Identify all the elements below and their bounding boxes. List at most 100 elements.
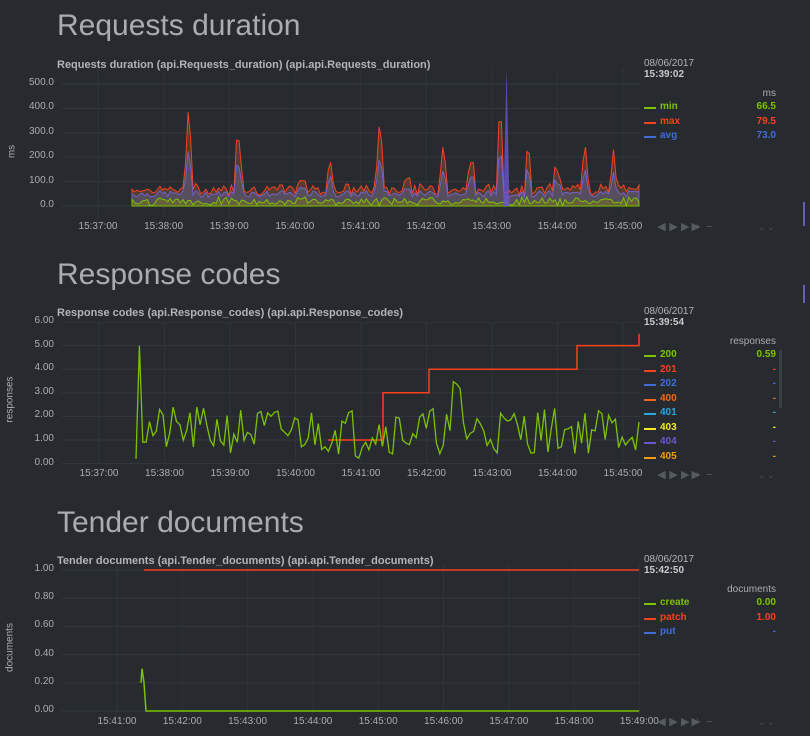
play-icon[interactable]: ▶ bbox=[669, 221, 680, 233]
legend-item-label: min bbox=[660, 101, 678, 112]
play-icon[interactable]: ▶ bbox=[669, 716, 680, 728]
step-forward-icon[interactable]: ▶▶ bbox=[681, 716, 702, 728]
x-tick-label: 15:42:00 bbox=[407, 468, 446, 479]
legend-swatch bbox=[644, 384, 656, 386]
x-tick-label: 15:44:00 bbox=[538, 468, 577, 479]
legend-swatch bbox=[644, 121, 656, 124]
y-tick-label: 0.40 bbox=[34, 647, 54, 659]
series-201-line bbox=[328, 333, 640, 441]
legend-item-min[interactable]: min 66.5 bbox=[644, 101, 776, 114]
legend-swatch bbox=[644, 442, 656, 444]
legend-item-max[interactable]: max 79.5 bbox=[644, 116, 776, 129]
series-create-line bbox=[140, 668, 639, 712]
y-tick-label: 300.0 bbox=[28, 125, 54, 137]
legend-item-label: patch bbox=[660, 611, 687, 623]
legend-item-patch[interactable]: patch 1.00 bbox=[644, 612, 776, 625]
legend-item-201[interactable]: 201 - bbox=[644, 364, 776, 377]
section-title-requests: Requests duration bbox=[57, 9, 301, 42]
resize-handle-icon[interactable]: ⌄⌄ bbox=[757, 469, 776, 481]
legend-item-401[interactable]: 401 - bbox=[644, 407, 776, 420]
step-back-icon[interactable]: ◀ bbox=[657, 716, 668, 728]
legend-item-value: - bbox=[772, 363, 776, 375]
legend-scrollbar[interactable] bbox=[779, 350, 782, 408]
y-tick-label: 400.0 bbox=[28, 101, 54, 113]
legend-item-value: 66.5 bbox=[756, 101, 776, 112]
legend-item-value: 1.00 bbox=[756, 611, 776, 623]
legend-item-value: 0.00 bbox=[756, 597, 776, 608]
x-tick-label: 15:45:00 bbox=[603, 468, 643, 479]
legend-item-value: - bbox=[772, 392, 776, 404]
legend-unit: responses bbox=[729, 336, 776, 347]
legend-item-403[interactable]: 403 - bbox=[644, 422, 776, 435]
y-tick-label: 6.00 bbox=[34, 315, 54, 326]
legend-swatch bbox=[644, 136, 656, 138]
y-tick-label: 0.0 bbox=[40, 199, 54, 210]
x-tick-label: 15:44:00 bbox=[293, 716, 333, 727]
y-tick-label: 0.00 bbox=[34, 704, 54, 715]
legend-item-label: max bbox=[660, 115, 681, 127]
legend-item-avg[interactable]: avg 73.0 bbox=[644, 130, 776, 143]
zoom-in-icon[interactable]: + bbox=[694, 221, 703, 233]
legend-item-label: avg bbox=[660, 130, 678, 141]
chart-plot-area[interactable] bbox=[62, 68, 640, 218]
legend-item-label: 404 bbox=[660, 436, 677, 447]
x-tick-label: 15:45:00 bbox=[603, 221, 643, 232]
legend-item-value: 73.0 bbox=[756, 130, 776, 141]
legend-item-value: - bbox=[772, 407, 776, 418]
zoom-out-icon[interactable]: − bbox=[706, 469, 715, 481]
legend-swatch bbox=[644, 355, 656, 357]
legend-item-405[interactable]: 405 - bbox=[644, 451, 776, 464]
legend-date: 08/06/2017 bbox=[644, 306, 695, 317]
step-forward-icon[interactable]: ▶▶ bbox=[681, 469, 702, 481]
legend-swatch bbox=[644, 617, 656, 620]
y-tick-label: 0.20 bbox=[34, 675, 54, 687]
step-forward-icon[interactable]: ▶▶ bbox=[681, 221, 702, 233]
y-tick-label: 3.00 bbox=[34, 385, 54, 397]
scroll-indicator[interactable] bbox=[803, 202, 805, 226]
zoom-in-icon[interactable]: + bbox=[694, 469, 703, 481]
chart-title: Tender documents (api.Tender_documents) … bbox=[57, 555, 434, 567]
x-tick-label: 15:40:00 bbox=[276, 468, 315, 479]
legend-item-400[interactable]: 400 - bbox=[644, 393, 776, 406]
legend-item-202[interactable]: 202 - bbox=[644, 378, 776, 391]
y-tick-label: 100.0 bbox=[28, 174, 54, 186]
legend-item-200[interactable]: 200 0.59 bbox=[644, 349, 776, 362]
legend-item-404[interactable]: 404 - bbox=[644, 436, 776, 449]
legend-swatch bbox=[644, 398, 656, 401]
play-icon[interactable]: ▶ bbox=[669, 469, 680, 481]
chart-controls: ◀ ▶▶▶+ − bbox=[657, 468, 717, 481]
legend-item-value: 79.5 bbox=[756, 115, 776, 127]
zoom-in-icon[interactable]: + bbox=[694, 716, 703, 728]
legend-time: 15:39:54 bbox=[644, 317, 685, 328]
chart-tender-documents: Tender documents (api.Tender_documents) … bbox=[0, 554, 810, 736]
legend-date: 08/06/2017 bbox=[644, 58, 695, 69]
resize-handle-icon[interactable]: ⌄⌄ bbox=[757, 716, 776, 728]
legend-swatch bbox=[644, 413, 656, 415]
series-200-line bbox=[135, 345, 640, 460]
legend-item-label: 202 bbox=[660, 378, 677, 389]
x-tick-label: 15:44:00 bbox=[537, 221, 577, 232]
zoom-out-icon[interactable]: − bbox=[706, 221, 715, 233]
y-tick-label: 0.80 bbox=[34, 591, 54, 603]
chart-plot-area[interactable] bbox=[62, 564, 640, 714]
x-tick-label: 15:41:00 bbox=[341, 468, 381, 479]
x-tick-label: 15:43:00 bbox=[472, 468, 512, 479]
x-tick-label: 15:41:00 bbox=[97, 716, 137, 727]
scroll-indicator[interactable] bbox=[803, 285, 805, 303]
legend-item-value: - bbox=[772, 421, 776, 433]
legend-item-label: 401 bbox=[660, 407, 677, 418]
chart-legend: 08/06/2017 15:39:54 responses 200 0.59 201… bbox=[644, 306, 776, 466]
x-tick-label: 15:40:00 bbox=[275, 221, 315, 232]
resize-handle-icon[interactable]: ⌄⌄ bbox=[757, 221, 776, 233]
step-back-icon[interactable]: ◀ bbox=[657, 469, 668, 481]
legend-item-create[interactable]: create 0.00 bbox=[644, 597, 776, 610]
legend-item-put[interactable]: put - bbox=[644, 626, 776, 639]
step-back-icon[interactable]: ◀ bbox=[657, 221, 668, 233]
legend-item-label: 201 bbox=[660, 363, 677, 375]
section-title-tender-documents: Tender documents bbox=[57, 506, 304, 539]
chart-plot-area[interactable] bbox=[62, 322, 640, 464]
legend-swatch bbox=[644, 603, 656, 605]
zoom-out-icon[interactable]: − bbox=[706, 716, 715, 728]
legend-item-label: put bbox=[660, 626, 676, 637]
legend-item-value: - bbox=[772, 626, 776, 637]
